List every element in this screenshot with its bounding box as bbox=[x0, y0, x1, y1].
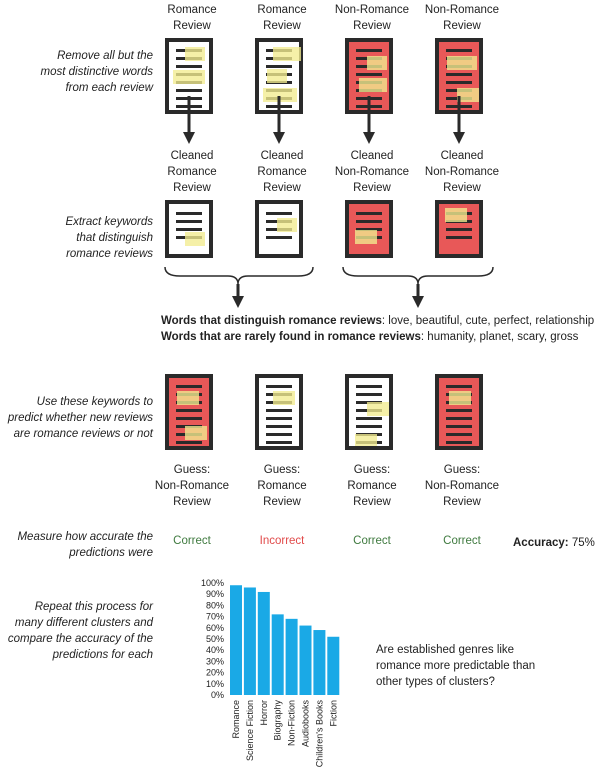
accuracy-value: 75% bbox=[568, 537, 595, 549]
y-tick-label: 0% bbox=[211, 690, 224, 700]
guess-label-2: Guess: Romance Review bbox=[257, 464, 307, 508]
verdict-1: Correct bbox=[173, 535, 211, 547]
step-extract-text: Extract keywords that distinguish romanc… bbox=[65, 216, 153, 260]
cleaned-doc-1 bbox=[165, 200, 213, 258]
step-repeat-text: Repeat this process for many different c… bbox=[7, 601, 153, 661]
cleaned-label-2: Cleaned Romance Review bbox=[257, 150, 307, 194]
accuracy-label: Accuracy: bbox=[513, 537, 569, 549]
y-tick-label: 100% bbox=[201, 578, 224, 588]
keywords-distinguish-words: : love, beautiful, cute, perfect, relati… bbox=[381, 315, 595, 327]
verdict-4: Correct bbox=[443, 535, 481, 547]
question-text: Are established genres like romance more… bbox=[376, 644, 536, 688]
x-category-label: Horror bbox=[259, 700, 269, 726]
y-tick-label: 20% bbox=[206, 668, 224, 678]
x-category-label: Non-Fiction bbox=[287, 700, 297, 746]
bar-science-fiction bbox=[243, 587, 256, 695]
y-tick-label: 60% bbox=[206, 623, 224, 633]
bar-romance bbox=[230, 585, 242, 695]
bar-horror bbox=[257, 591, 270, 695]
new-doc-3 bbox=[345, 374, 393, 450]
cleaned-doc-2 bbox=[255, 200, 303, 258]
guess-label-3: Guess: Romance Review bbox=[347, 464, 397, 508]
verdict-3: Correct bbox=[353, 535, 391, 547]
cleaned-doc-3 bbox=[345, 200, 393, 258]
y-tick-label: 30% bbox=[206, 656, 224, 666]
top-label-2: Romance Review bbox=[257, 4, 307, 32]
accuracy-readout: Accuracy: 75% bbox=[513, 535, 595, 551]
y-tick-label: 90% bbox=[206, 589, 224, 599]
x-category-label: Romance bbox=[231, 700, 241, 739]
bar-biography bbox=[271, 614, 284, 695]
accuracy-bar-chart: 0%10%20% 30%40%50%60%70% 80%90%100% Romance… bbox=[201, 578, 340, 768]
keywords-distinguish-label: Words that distinguish romance reviews bbox=[161, 315, 382, 327]
keywords-distinguish: Words that distinguish romance reviews: … bbox=[161, 313, 594, 329]
new-doc-2 bbox=[255, 374, 303, 450]
bar-children-s-books bbox=[313, 630, 326, 695]
y-tick-label: 80% bbox=[206, 600, 224, 610]
step-predict-text: Use these keywords to predict whether ne… bbox=[7, 396, 153, 440]
y-tick-label: 40% bbox=[206, 645, 224, 655]
review-doc-3 bbox=[345, 38, 393, 114]
new-doc-1 bbox=[165, 374, 213, 450]
top-label-1: Romance Review bbox=[167, 4, 217, 32]
guess-label-1: Guess: Non-Romance Review bbox=[154, 464, 230, 508]
keywords-rare-words: : humanity, planet, scary, gross bbox=[420, 331, 579, 343]
guess-label-4: Guess: Non-Romance Review bbox=[424, 464, 500, 508]
new-doc-4 bbox=[435, 374, 483, 450]
keywords-rare: Words that are rarely found in romance r… bbox=[161, 329, 578, 345]
cleaned-label-4: Cleaned Non-Romance Review bbox=[424, 150, 500, 194]
y-tick-label: 70% bbox=[206, 612, 224, 622]
verdict-2: Incorrect bbox=[259, 535, 305, 547]
top-label-3: Non-Romance Review bbox=[334, 4, 410, 32]
cleaned-label-1: Cleaned Romance Review bbox=[167, 150, 217, 194]
y-tick-label: 50% bbox=[206, 634, 224, 644]
x-category-label: Biography bbox=[273, 700, 283, 741]
bar-non-fiction bbox=[285, 618, 298, 695]
x-category-label: Science Fiction bbox=[245, 700, 255, 761]
keywords-rare-label: Words that are rarely found in romance r… bbox=[161, 331, 421, 343]
bar-audiobooks bbox=[299, 625, 312, 695]
cleaned-label-3: Cleaned Non-Romance Review bbox=[334, 150, 410, 194]
y-tick-label: 10% bbox=[206, 679, 224, 689]
bar-fiction bbox=[327, 636, 340, 695]
x-category-label: Children's Books bbox=[314, 700, 324, 768]
step-remove-text: Remove all but the most distinctive word… bbox=[40, 50, 153, 94]
cleaned-doc-4 bbox=[435, 200, 483, 258]
step-measure-text: Measure how accurate the predictions wer… bbox=[17, 531, 153, 559]
x-category-label: Fiction bbox=[328, 700, 338, 727]
x-category-label: Audiobooks bbox=[301, 700, 311, 748]
top-label-4: Non-Romance Review bbox=[424, 4, 500, 32]
